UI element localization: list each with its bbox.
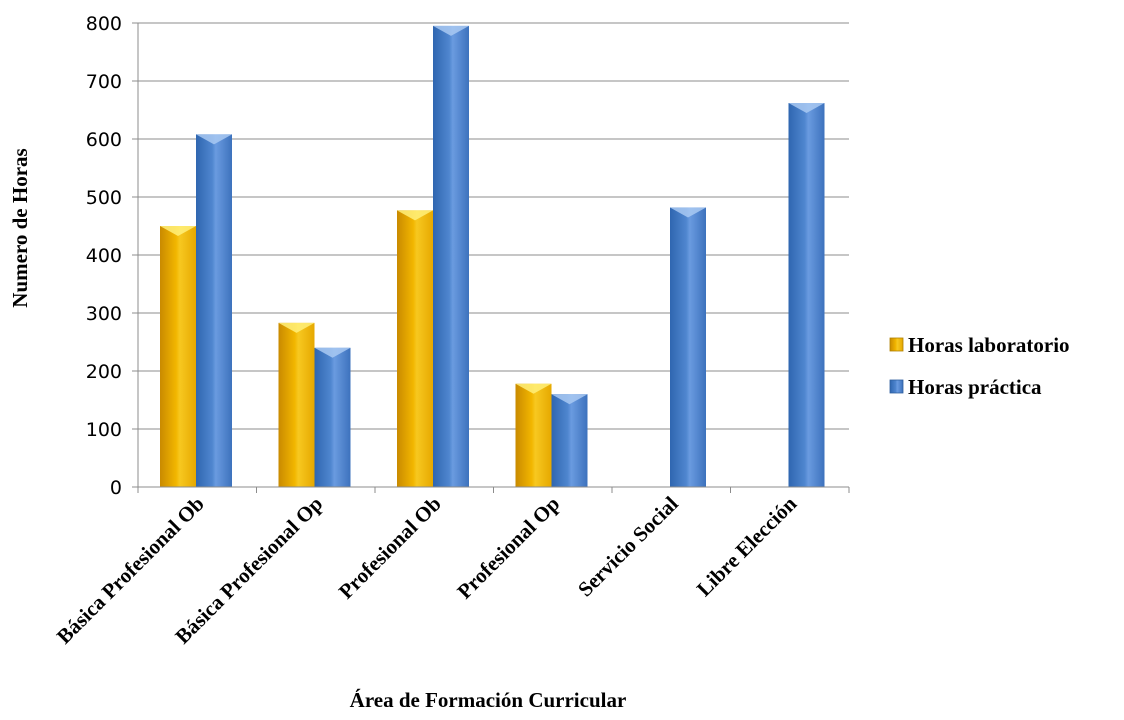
bar-bevel [397,210,433,221]
y-tick-label: 100 [86,419,122,441]
y-tick-label: 400 [86,245,122,267]
bar-horas-practica [433,25,469,488]
bar-body [397,210,433,487]
bar-horas-practica [196,134,232,488]
y-tick-label: 800 [86,13,122,35]
bar-body [160,226,196,487]
bar-bevel [196,134,232,145]
y-tick-label: 300 [86,303,122,325]
bar-horas-laboratorio [515,383,552,487]
bar-bevel [670,207,706,218]
bar-bevel [551,394,588,405]
bar-bevel [515,383,552,394]
x-axis-title: Área de Formación Curricular [350,688,627,712]
legend-item: Horas práctica [889,375,1042,399]
legend: Horas laboratorio Horas práctica [889,333,1070,399]
x-tick-label: Libre Elección [692,491,802,601]
y-tick-label: 600 [86,129,122,151]
bar-body [670,207,706,487]
y-tick-label: 700 [86,71,122,93]
x-tick-label: Profesional Ob [334,492,446,604]
bar-body [314,347,351,487]
y-tick-label: 0 [110,477,122,499]
legend-swatch [889,379,904,394]
bars [160,25,825,488]
bar-body [515,383,552,487]
bar-bevel [314,347,351,358]
bar-body [551,394,588,487]
x-tick-label: Servicio Social [573,491,683,601]
bar-horas-practica [788,103,825,487]
bar-bevel [160,226,196,236]
y-axis-title: Numero de Horas [8,148,32,307]
bar-horas-practica [551,394,588,487]
bar-horas-laboratorio [278,322,315,487]
bar-body [278,322,315,487]
bar-bevel [788,103,825,114]
legend-label: Horas laboratorio [908,333,1070,357]
bar-bevel [278,322,315,333]
bar-body [433,25,469,488]
y-tick-label: 200 [86,361,122,383]
legend-label: Horas práctica [908,375,1042,399]
x-tick-label: Profesional Op [452,492,564,604]
legend-swatch [889,337,904,352]
bar-horas-practica [314,347,351,487]
bar-horas-practica [670,207,706,487]
y-tick-label: 500 [86,187,122,209]
bar-horas-laboratorio [397,210,433,487]
bar-body [196,134,232,488]
bar-body [788,103,825,487]
legend-item: Horas laboratorio [889,333,1070,357]
bar-horas-laboratorio [160,226,196,487]
gridlines [138,22,849,430]
bar-bevel [433,25,469,36]
